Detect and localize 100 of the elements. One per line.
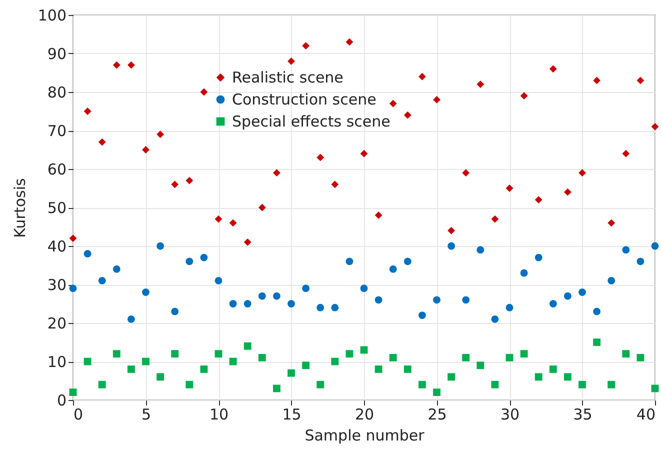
point bbox=[389, 265, 397, 273]
point bbox=[156, 130, 164, 138]
point bbox=[418, 72, 426, 80]
point bbox=[98, 276, 106, 284]
legend-label: Construction scene bbox=[232, 90, 376, 108]
point bbox=[229, 358, 237, 366]
point bbox=[534, 373, 542, 381]
point bbox=[476, 246, 484, 254]
y-tick-label: 100 bbox=[38, 6, 66, 24]
x-tick-label: 15 bbox=[282, 406, 302, 424]
point bbox=[142, 358, 150, 366]
y-tick-label: 30 bbox=[47, 276, 66, 294]
point bbox=[346, 38, 354, 46]
point bbox=[476, 362, 484, 370]
point bbox=[651, 122, 659, 130]
point bbox=[360, 284, 368, 292]
point bbox=[331, 180, 339, 188]
point bbox=[244, 300, 252, 308]
point bbox=[331, 304, 339, 312]
x-axis-title: Sample number bbox=[304, 426, 426, 444]
point bbox=[534, 196, 542, 204]
point bbox=[549, 365, 557, 373]
point bbox=[622, 246, 630, 254]
point bbox=[622, 150, 630, 158]
point bbox=[534, 254, 542, 262]
point bbox=[302, 362, 310, 370]
point bbox=[360, 346, 368, 354]
x-tick-label: 40 bbox=[636, 406, 656, 424]
point bbox=[258, 204, 266, 212]
point bbox=[346, 350, 354, 358]
point bbox=[200, 254, 208, 262]
point bbox=[288, 57, 295, 65]
point bbox=[491, 380, 499, 388]
point bbox=[389, 354, 397, 362]
point bbox=[374, 365, 382, 373]
x-tick-label: 30 bbox=[500, 406, 520, 424]
legend-label: Special effects scene bbox=[232, 112, 390, 130]
point bbox=[506, 354, 514, 362]
point bbox=[98, 380, 106, 388]
point bbox=[578, 288, 586, 296]
point bbox=[506, 304, 514, 312]
point bbox=[374, 296, 382, 304]
point bbox=[244, 238, 252, 246]
point bbox=[258, 354, 266, 362]
point bbox=[389, 100, 397, 108]
point bbox=[608, 380, 616, 388]
point bbox=[593, 308, 601, 316]
point bbox=[608, 219, 616, 227]
y-tick-label: 10 bbox=[47, 353, 66, 371]
point bbox=[374, 211, 382, 219]
point bbox=[549, 65, 557, 73]
point bbox=[302, 42, 310, 50]
point bbox=[186, 258, 194, 266]
point bbox=[200, 88, 208, 96]
point bbox=[186, 380, 194, 388]
x-tick-label: 5 bbox=[141, 406, 152, 424]
point bbox=[142, 146, 150, 154]
point bbox=[171, 308, 179, 316]
point bbox=[171, 350, 179, 358]
point bbox=[112, 350, 120, 358]
point bbox=[448, 226, 456, 234]
point bbox=[127, 61, 135, 69]
point bbox=[156, 242, 164, 250]
point bbox=[186, 176, 194, 184]
point bbox=[433, 388, 440, 396]
point bbox=[578, 380, 586, 388]
point bbox=[142, 288, 150, 296]
point bbox=[433, 296, 440, 304]
point bbox=[69, 284, 77, 292]
point bbox=[622, 350, 630, 358]
point bbox=[593, 76, 601, 84]
point bbox=[462, 354, 470, 362]
point bbox=[258, 292, 266, 300]
point bbox=[476, 80, 484, 88]
point bbox=[112, 265, 120, 273]
point bbox=[69, 388, 77, 396]
point bbox=[564, 292, 572, 300]
point bbox=[636, 258, 644, 266]
point bbox=[491, 215, 499, 223]
x-tick-label: 35 bbox=[573, 406, 592, 424]
point bbox=[214, 215, 222, 223]
x-tick-label: 25 bbox=[428, 406, 447, 424]
x-tick-label: 10 bbox=[209, 406, 229, 424]
point bbox=[360, 150, 368, 158]
point bbox=[98, 138, 106, 146]
point bbox=[462, 296, 470, 304]
y-tick-label: 0 bbox=[56, 392, 66, 410]
point bbox=[272, 169, 280, 177]
point bbox=[578, 169, 586, 177]
point bbox=[84, 250, 92, 258]
point bbox=[433, 96, 440, 104]
point bbox=[636, 354, 644, 362]
point bbox=[302, 284, 310, 292]
y-tick-label: 50 bbox=[47, 199, 66, 217]
point bbox=[316, 154, 324, 162]
point bbox=[491, 315, 499, 323]
legend-label: Realistic scene bbox=[232, 68, 344, 86]
point bbox=[272, 384, 280, 392]
point bbox=[418, 312, 426, 319]
point bbox=[84, 108, 92, 115]
